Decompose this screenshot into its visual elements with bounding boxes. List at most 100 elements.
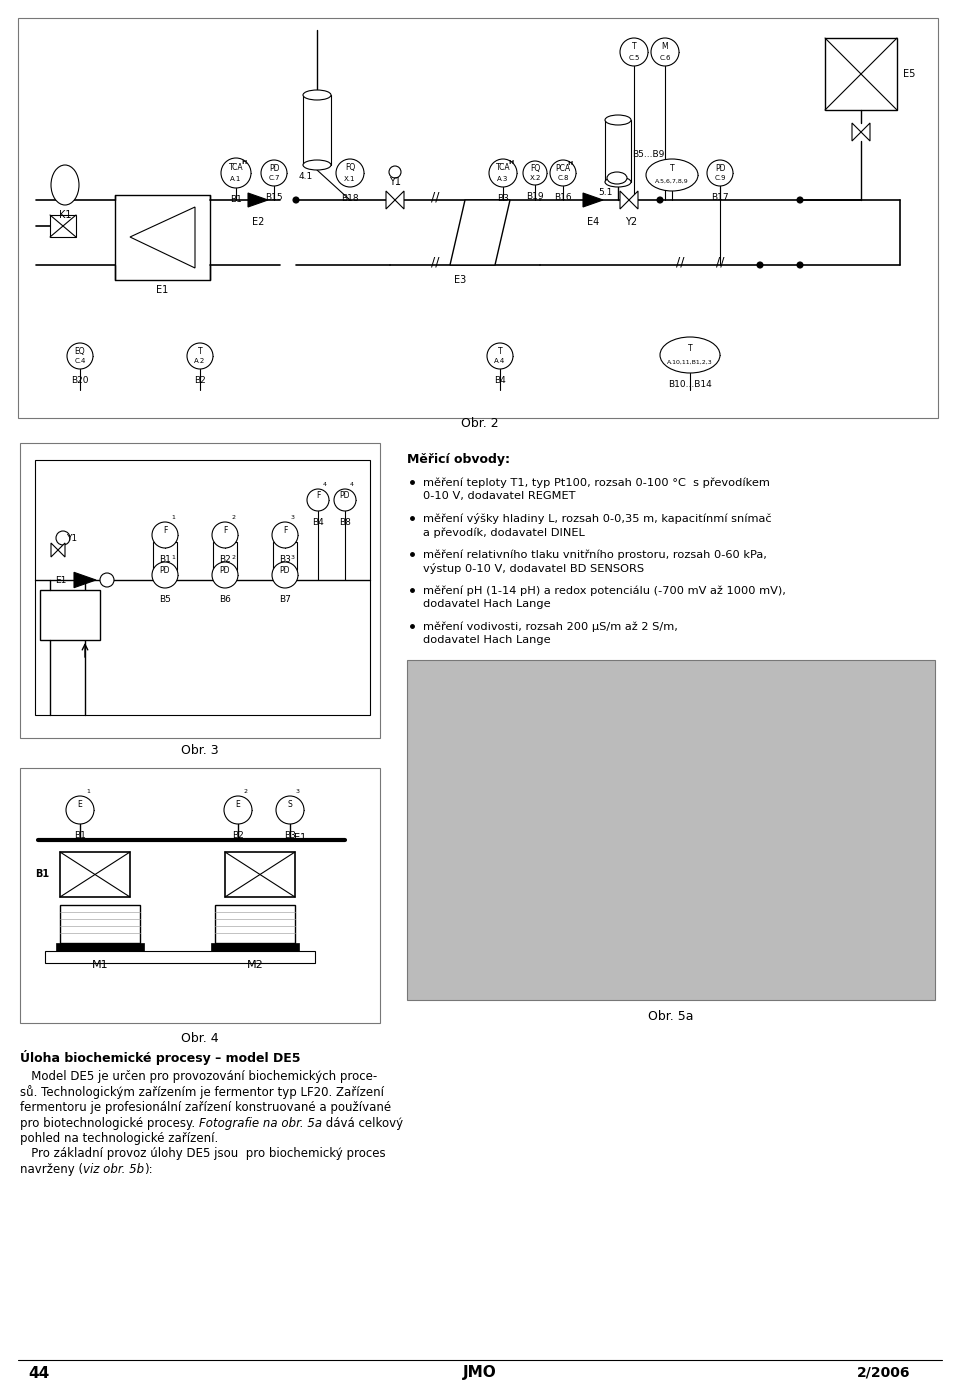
- Bar: [60, 905, 140, 942]
- Text: E3: E3: [454, 275, 467, 285]
- Text: Pro základní provoz úlohy DE5 jsou  pro biochemický proces: Pro základní provoz úlohy DE5 jsou pro b…: [20, 1148, 386, 1160]
- Text: 2: 2: [244, 788, 248, 794]
- Text: S: S: [288, 799, 293, 809]
- Text: B5: B5: [159, 595, 171, 604]
- Text: TCA: TCA: [228, 162, 243, 172]
- Circle shape: [389, 167, 401, 178]
- Circle shape: [336, 160, 364, 187]
- Text: M: M: [661, 42, 668, 51]
- Text: B8: B8: [339, 518, 351, 527]
- Circle shape: [651, 37, 679, 67]
- Ellipse shape: [605, 115, 631, 125]
- Bar: [303, 94, 331, 165]
- Text: měření výšky hladiny L, rozsah 0-0,35 m, kapacitínmí snímač: měření výšky hladiny L, rozsah 0-0,35 m,…: [423, 514, 772, 525]
- Text: B3: B3: [497, 194, 509, 203]
- Circle shape: [152, 522, 178, 548]
- Polygon shape: [629, 192, 638, 210]
- Polygon shape: [130, 207, 195, 268]
- Bar: [45, 951, 315, 963]
- Text: viz obr. 5b: viz obr. 5b: [84, 1163, 144, 1176]
- Text: 4.1: 4.1: [299, 172, 313, 180]
- Polygon shape: [861, 124, 870, 142]
- Text: Obr. 2: Obr. 2: [461, 416, 499, 429]
- Text: H: H: [242, 160, 247, 165]
- Ellipse shape: [303, 90, 331, 100]
- Text: měření relativního tlaku vnitřního prostoru, rozsah 0-60 kPa,: měření relativního tlaku vnitřního prost…: [423, 550, 767, 559]
- Text: sů. Technologickým zařízením je fermentor typ LF20. Zařízení: sů. Technologickým zařízením je fermento…: [20, 1085, 384, 1099]
- Circle shape: [67, 343, 93, 369]
- Polygon shape: [51, 543, 58, 557]
- Text: B1: B1: [35, 869, 49, 879]
- Bar: [18, 18, 938, 418]
- Text: B10...B14: B10...B14: [668, 380, 712, 389]
- Text: pro biotechnologické procesy.: pro biotechnologické procesy.: [20, 1116, 199, 1130]
- Text: E1: E1: [156, 285, 168, 296]
- Circle shape: [272, 522, 298, 548]
- Bar: [407, 661, 935, 999]
- Circle shape: [212, 562, 238, 589]
- Text: B16: B16: [554, 193, 572, 203]
- Text: 0-10 V, dodavatel REGMET: 0-10 V, dodavatel REGMET: [423, 491, 575, 501]
- Polygon shape: [583, 193, 603, 207]
- Circle shape: [56, 532, 70, 545]
- Text: X.1: X.1: [345, 176, 356, 182]
- Ellipse shape: [605, 178, 631, 187]
- Polygon shape: [74, 572, 96, 587]
- Text: B19: B19: [526, 192, 543, 201]
- Text: B5...B9: B5...B9: [632, 150, 664, 158]
- Circle shape: [293, 197, 299, 203]
- Text: //: //: [431, 255, 440, 268]
- Circle shape: [224, 795, 252, 824]
- Ellipse shape: [646, 160, 698, 192]
- Text: //: //: [431, 190, 440, 204]
- Text: F: F: [223, 526, 228, 534]
- Text: C.6: C.6: [660, 56, 671, 61]
- Text: navrženy (: navrženy (: [20, 1163, 84, 1176]
- Circle shape: [757, 262, 763, 268]
- Polygon shape: [248, 193, 268, 207]
- Text: F: F: [163, 526, 167, 534]
- Bar: [605, 119, 631, 182]
- Text: 3: 3: [291, 555, 295, 559]
- Text: Obr. 4: Obr. 4: [181, 1031, 219, 1045]
- Text: PD: PD: [220, 565, 230, 575]
- Text: //: //: [716, 255, 724, 268]
- Bar: [20, 768, 380, 1023]
- Text: FQ: FQ: [530, 164, 540, 174]
- Text: PD: PD: [269, 164, 279, 172]
- Text: E2: E2: [252, 217, 264, 228]
- Text: A.5,6,7,8,9: A.5,6,7,8,9: [655, 179, 689, 185]
- Text: PD: PD: [340, 491, 350, 500]
- Bar: [153, 541, 177, 570]
- Text: 3: 3: [291, 515, 295, 520]
- Text: A.10,11,B1,2,3: A.10,11,B1,2,3: [667, 359, 713, 365]
- Text: výstup 0-10 V, dodavatel BD SENSORS: výstup 0-10 V, dodavatel BD SENSORS: [423, 564, 644, 575]
- Text: 2: 2: [231, 515, 235, 520]
- Text: K1: K1: [59, 210, 71, 221]
- Circle shape: [489, 160, 517, 187]
- Circle shape: [187, 343, 213, 369]
- Text: dodavatel Hach Lange: dodavatel Hach Lange: [423, 634, 551, 645]
- Circle shape: [797, 262, 803, 268]
- Text: T: T: [198, 347, 203, 355]
- Circle shape: [307, 489, 329, 511]
- Text: F: F: [283, 526, 287, 534]
- Text: Fotografie na obr. 5a: Fotografie na obr. 5a: [199, 1116, 322, 1130]
- Text: X.2: X.2: [529, 175, 540, 180]
- Text: C.8: C.8: [557, 175, 568, 182]
- Text: 2/2006: 2/2006: [856, 1366, 910, 1380]
- Bar: [60, 852, 130, 897]
- Text: A.3: A.3: [497, 176, 509, 182]
- Text: B2: B2: [194, 376, 205, 384]
- Bar: [213, 541, 237, 570]
- Text: C.4: C.4: [74, 358, 85, 365]
- Ellipse shape: [303, 160, 331, 169]
- Circle shape: [272, 562, 298, 589]
- Polygon shape: [620, 192, 629, 210]
- Text: H: H: [567, 161, 573, 167]
- Text: dává celkový: dává celkový: [322, 1116, 403, 1130]
- Text: B2: B2: [232, 831, 244, 840]
- Text: B15: B15: [265, 193, 283, 203]
- Text: H: H: [508, 161, 514, 165]
- Text: 5.1: 5.1: [599, 187, 613, 197]
